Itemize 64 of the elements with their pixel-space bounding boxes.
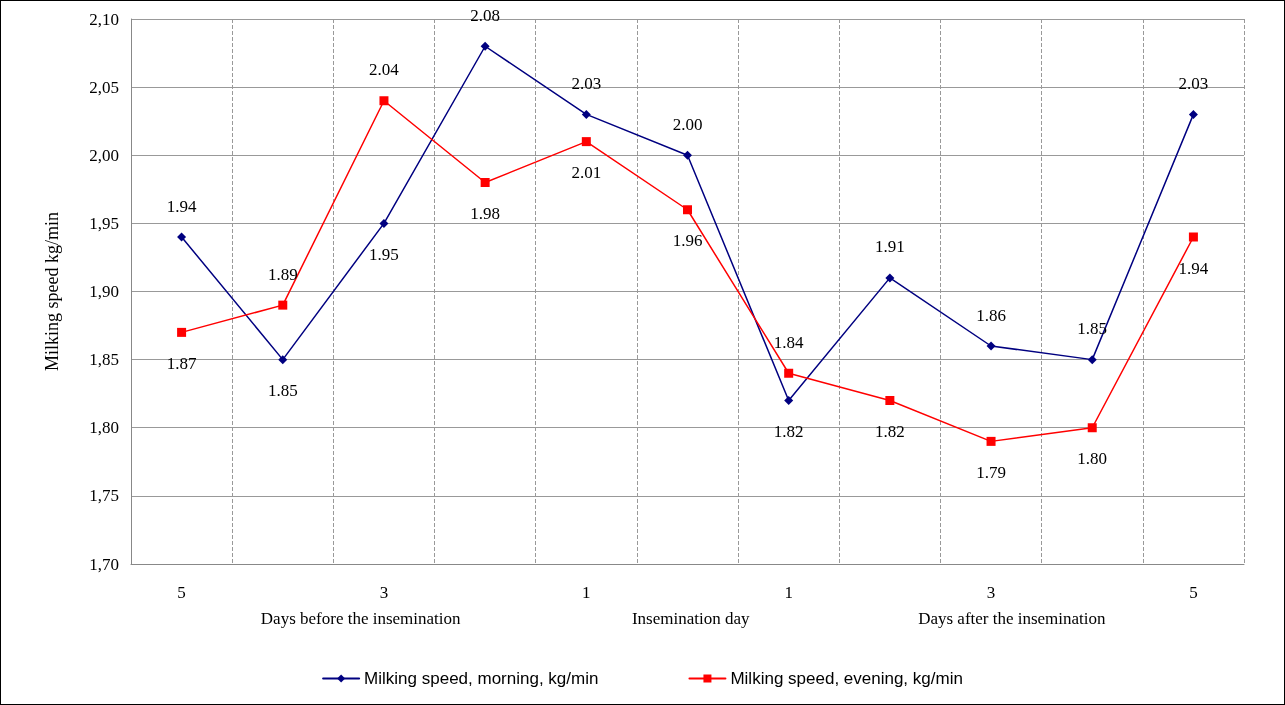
y-tick-label: 2,00 bbox=[89, 145, 119, 165]
point bbox=[683, 205, 692, 215]
data-label: 1.80 bbox=[1077, 449, 1108, 469]
data-label: 1.98 bbox=[470, 204, 501, 223]
data-label: 1.79 bbox=[976, 462, 1006, 482]
data-label: 2.00 bbox=[672, 114, 703, 134]
y-tick-label: 1,90 bbox=[89, 282, 119, 301]
point bbox=[1188, 109, 1198, 119]
data-label: 2.08 bbox=[470, 5, 501, 25]
point bbox=[480, 41, 490, 51]
y-tick-label: 1,75 bbox=[89, 486, 119, 506]
legend-label: Milking speed, evening, kg/min bbox=[730, 669, 963, 688]
y-tick-label: 1,80 bbox=[89, 418, 119, 438]
data-label: 1.82 bbox=[874, 422, 905, 441]
point bbox=[480, 178, 490, 187]
point bbox=[1188, 232, 1198, 242]
point bbox=[986, 436, 996, 446]
data-label: 1.86 bbox=[976, 305, 1006, 325]
y-tick-label: 2,10 bbox=[89, 9, 119, 29]
data-label: 2.03 bbox=[1178, 73, 1209, 93]
point bbox=[683, 150, 692, 160]
legend-label: Milking speed, morning, kg/min bbox=[364, 669, 599, 688]
data-label: 2.04 bbox=[369, 60, 400, 80]
point bbox=[1087, 423, 1097, 433]
y-tick-label: 1,85 bbox=[89, 350, 119, 370]
data-label: 2.01 bbox=[571, 163, 602, 183]
point bbox=[885, 396, 895, 405]
point bbox=[177, 232, 187, 242]
point bbox=[379, 218, 389, 228]
x-tick-label: 5 bbox=[1189, 583, 1198, 602]
point bbox=[581, 109, 591, 119]
y-tick-label: 1,70 bbox=[89, 554, 119, 574]
point bbox=[278, 355, 288, 365]
x-tick-label: 3 bbox=[379, 583, 389, 602]
y-tick-label: 2,05 bbox=[89, 77, 119, 97]
x-tick-label: 5 bbox=[177, 583, 186, 602]
text: Days after the insemination bbox=[918, 609, 1107, 628]
text: Insemination day bbox=[631, 609, 750, 628]
y-axis-title: Milking speed kg/min bbox=[42, 212, 62, 371]
point bbox=[1087, 355, 1097, 365]
point bbox=[986, 341, 996, 351]
point bbox=[784, 396, 794, 405]
point bbox=[278, 300, 288, 310]
x-tick-label: 1 bbox=[582, 583, 591, 602]
x-tick-label: 1 bbox=[784, 583, 793, 602]
data-label: 1.96 bbox=[672, 231, 703, 251]
point bbox=[177, 327, 187, 337]
x-tick-label: 3 bbox=[986, 583, 996, 602]
data-label: 1.94 bbox=[1178, 258, 1209, 278]
data-label: 1.85 bbox=[267, 381, 298, 401]
point bbox=[379, 96, 389, 106]
point bbox=[784, 368, 794, 378]
data-label: 1.82 bbox=[773, 422, 804, 441]
data-label: 1.89 bbox=[267, 264, 298, 284]
data-label: 1.84 bbox=[773, 332, 805, 352]
data-label: 1.95 bbox=[369, 244, 399, 264]
text: Days before the insemination bbox=[260, 609, 462, 628]
point bbox=[885, 273, 895, 283]
data-label: 1.91 bbox=[874, 237, 905, 257]
data-label: 1.94 bbox=[166, 196, 197, 216]
point bbox=[581, 137, 591, 147]
y-tick-label: 1,95 bbox=[89, 213, 119, 233]
data-label: 2.03 bbox=[571, 73, 602, 93]
data-label: 1.87 bbox=[166, 353, 197, 373]
